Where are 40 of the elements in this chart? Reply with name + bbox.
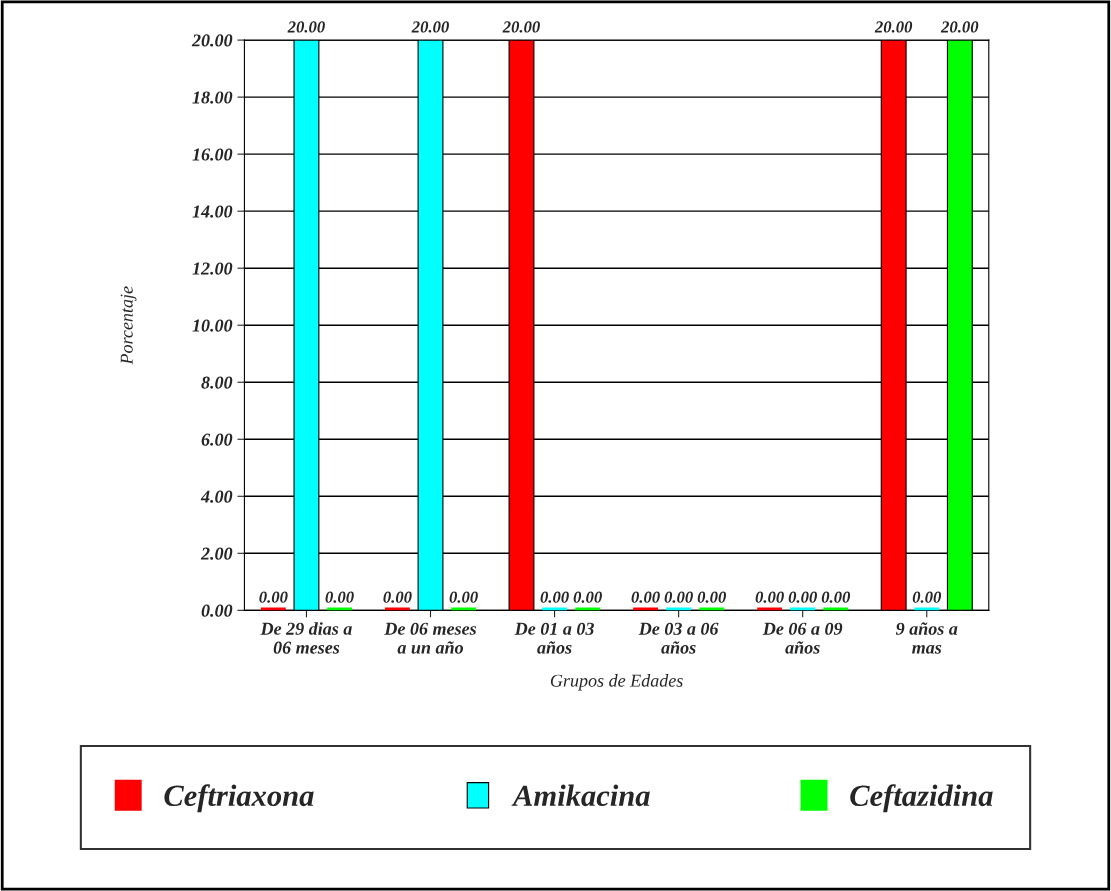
- legend-label: Ceftriaxona: [164, 784, 314, 813]
- y-tick-label: 8.00: [201, 376, 233, 389]
- y-tick-label: 10.00: [192, 319, 233, 332]
- x-tick-label: De 06 a 09 años: [762, 622, 843, 654]
- y-tick-label: 20.00: [191, 34, 233, 47]
- y-tick-label: 14.00: [192, 205, 233, 218]
- data-label: 0.00: [697, 591, 727, 603]
- x-tick-label: De 06 meses a un año: [384, 622, 477, 654]
- data-label: 20.00: [874, 21, 913, 33]
- x-axis-title: Grupos de Edades: [550, 674, 683, 691]
- data-label: 0.00: [383, 591, 412, 603]
- data-label: 0.00: [788, 591, 817, 603]
- y-tick-label: 0.00: [201, 604, 233, 617]
- x-tick-label: 9 años a mas: [895, 622, 958, 654]
- data-label: 0.00: [821, 591, 851, 603]
- data-label: 20.00: [502, 21, 540, 33]
- legend-label: Ceftazidina: [850, 784, 993, 813]
- y-tick-label: 18.00: [192, 91, 233, 104]
- data-label: 0.00: [540, 591, 569, 603]
- data-label: 0.00: [325, 591, 354, 603]
- x-tick-label: De 03 a 06 años: [638, 622, 719, 654]
- data-label: 0.00: [664, 591, 693, 603]
- y-tick-label: 4.00: [200, 490, 233, 503]
- data-label: 0.00: [449, 591, 478, 603]
- data-label: 20.00: [940, 21, 979, 33]
- data-label: 0.00: [573, 591, 602, 603]
- data-label: 20.00: [411, 21, 449, 33]
- y-tick-label: 6.00: [201, 433, 233, 446]
- data-label: 0.00: [912, 591, 942, 603]
- x-tick-label: De 29 dias a 06 meses: [260, 622, 352, 654]
- x-tick-label: De 01 a 03 años: [514, 622, 594, 654]
- data-label: 0.00: [631, 591, 660, 603]
- data-label: 0.00: [259, 591, 288, 603]
- y-tick-label: 2.00: [200, 547, 233, 560]
- y-tick-label: 12.00: [192, 262, 233, 275]
- y-tick-label: 16.00: [192, 148, 233, 161]
- data-label: 0.00: [755, 591, 784, 603]
- legend-label: Amikacina: [511, 784, 650, 807]
- data-label: 20.00: [287, 21, 325, 33]
- y-axis-title: Porcentaje: [120, 286, 137, 365]
